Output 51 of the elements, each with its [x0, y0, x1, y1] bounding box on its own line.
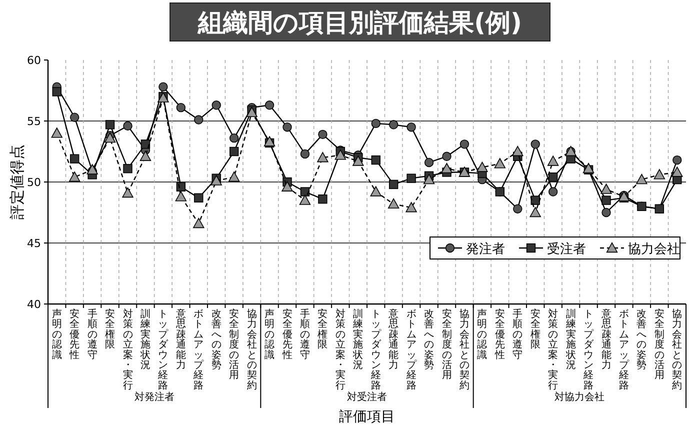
x-tick-label: 改善への姿勢 [636, 309, 647, 371]
x-tick-label: 協力会社との契約 [246, 308, 257, 392]
x-tick-label: 安全制度の活用 [229, 308, 240, 382]
x-tick-label: 意思疎通能力 [600, 308, 612, 371]
x-tick-label: 手順の遵守 [300, 308, 310, 361]
legend-label: 発注者 [466, 242, 505, 257]
x-tick-label: トップダウン経路 [370, 309, 382, 392]
x-tick-label: 対策の立案・実行 [122, 308, 133, 392]
x-tick-label: 意思疎通能力 [388, 308, 399, 371]
x-tick-label: 意思疎通能力 [174, 308, 186, 371]
y-tick-label: 45 [27, 237, 41, 250]
text: 対受注者 [347, 391, 387, 403]
x-tick-label: 声明の認識 [477, 308, 488, 361]
y-tick-label: 40 [27, 298, 41, 311]
x-tick-label: 手順の遵守 [87, 308, 98, 361]
x-tick-label: ボトムアップ経路 [405, 309, 418, 392]
x-tick-label: 訓練実施状況 [139, 308, 150, 371]
x-tick-label: 安全制度の活用 [442, 308, 452, 382]
x-tick-label: 訓練実施状況 [352, 308, 364, 371]
x-tick-label: 改善への姿勢 [424, 309, 434, 371]
x-tick-label: 安全優先性 [494, 308, 505, 361]
y-tick-label: 50 [27, 176, 41, 189]
title: 組織間の項目別評価結果(例) [170, 2, 550, 42]
legend-label: 協力会社 [628, 242, 680, 257]
x-tick-label: 声明の認識 [264, 308, 275, 361]
y-axis-title: 評定値得点 [8, 144, 26, 220]
x-tick-label: 安全権限 [105, 308, 116, 351]
x-tick-label: 安全制度の活用 [654, 308, 664, 382]
x-axis-title: 評価項目 [339, 409, 395, 425]
x-tick-label: 手順の遵守 [512, 308, 523, 361]
y-tick-label: 55 [27, 115, 41, 128]
x-tick-label: トップダウン経路 [157, 309, 170, 392]
x-tick-label: 声明の認識 [52, 308, 62, 361]
x-tick-label: ボトムアップ経路 [618, 309, 630, 392]
x-tick-label: 安全権限 [530, 308, 540, 351]
text: 対発注者 [134, 391, 174, 403]
x-tick-label: 安全権限 [318, 308, 328, 351]
x-tick-label: 協力会社との契約 [459, 308, 470, 392]
chart-title: 組織間の項目別評価結果(例) [197, 8, 522, 37]
x-tick-label: 安全優先性 [281, 308, 292, 361]
x-tick-label: 安全優先性 [68, 308, 80, 361]
x-tick-label: 訓練実施状況 [564, 308, 576, 371]
text: 対協力会社 [554, 391, 605, 403]
legend-label: 受注者 [547, 242, 586, 257]
x-tick-label: 対策の立案・実行 [548, 308, 558, 392]
x-tick-label: 改善への姿勢 [211, 309, 222, 371]
x-tick-label: ボトムアップ経路 [192, 309, 205, 392]
x-tick-label: 協力会社との契約 [672, 308, 682, 392]
x-tick-label: トップダウン経路 [582, 309, 595, 392]
x-tick-label: 対策の立案・実行 [335, 308, 346, 392]
y-tick-label: 60 [27, 54, 41, 67]
